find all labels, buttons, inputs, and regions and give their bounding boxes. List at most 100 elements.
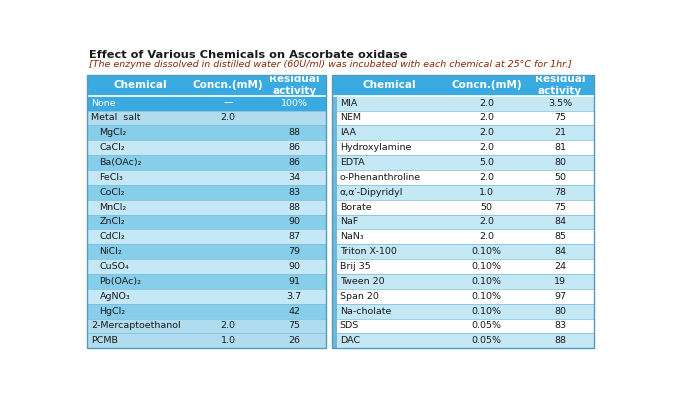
Text: CuSO₄: CuSO₄	[100, 262, 129, 271]
Bar	[87, 110, 326, 125]
Text: NEM: NEM	[340, 114, 361, 123]
Bar	[87, 140, 326, 155]
Text: 1.0: 1.0	[221, 336, 236, 345]
Text: 21: 21	[554, 128, 566, 137]
Bar	[332, 259, 594, 274]
Text: 24: 24	[554, 262, 566, 271]
Bar	[332, 333, 336, 348]
Text: Residual
activity: Residual activity	[535, 75, 586, 96]
Text: 3.7: 3.7	[287, 292, 302, 301]
Text: NiCl₂: NiCl₂	[100, 247, 122, 256]
Bar	[332, 333, 594, 348]
Text: Span 20: Span 20	[340, 292, 379, 301]
Bar	[332, 274, 336, 289]
Text: 84: 84	[554, 217, 566, 226]
Bar	[332, 125, 336, 140]
Text: 88: 88	[288, 203, 300, 211]
Text: Effect of Various Chemicals on Ascorbate oxidase: Effect of Various Chemicals on Ascorbate…	[89, 50, 407, 60]
Text: [The enzyme dissolved in distilled water (60U/ml) was incubated with each chemic: [The enzyme dissolved in distilled water…	[89, 60, 571, 69]
Text: 75: 75	[554, 114, 566, 123]
Text: PCMB: PCMB	[91, 336, 118, 345]
Bar	[87, 75, 326, 95]
Bar	[332, 110, 594, 125]
Text: 2.0: 2.0	[479, 173, 494, 182]
Text: Concn.(mM): Concn.(mM)	[451, 80, 522, 90]
Bar	[87, 289, 326, 304]
Text: 0.10%: 0.10%	[471, 247, 501, 256]
Bar	[332, 75, 594, 95]
Bar	[332, 110, 336, 125]
Text: Metal  salt: Metal salt	[91, 114, 141, 123]
Text: 3.5%: 3.5%	[548, 99, 572, 108]
Text: 34: 34	[288, 173, 300, 182]
Text: Chemical: Chemical	[363, 80, 417, 90]
Text: None: None	[91, 99, 116, 108]
Text: 80: 80	[554, 158, 566, 167]
Text: 97: 97	[554, 292, 566, 301]
Bar	[332, 215, 594, 230]
Bar	[87, 230, 326, 244]
Bar	[332, 155, 594, 170]
Bar	[87, 170, 326, 185]
Bar	[332, 244, 336, 259]
Bar	[332, 215, 336, 230]
Bar	[332, 200, 594, 215]
Text: Residual
activity: Residual activity	[269, 75, 320, 96]
Text: 2-Mercaptoethanol: 2-Mercaptoethanol	[91, 321, 181, 331]
Text: EDTA: EDTA	[340, 158, 365, 167]
Text: 0.10%: 0.10%	[471, 262, 501, 271]
Text: NaF: NaF	[340, 217, 358, 226]
Text: 86: 86	[288, 143, 300, 152]
Bar	[332, 125, 594, 140]
Text: Concn.(mM): Concn.(mM)	[193, 80, 264, 90]
Text: 0.10%: 0.10%	[471, 307, 501, 316]
Text: 1.0: 1.0	[479, 188, 494, 197]
Bar	[332, 318, 336, 333]
Bar	[332, 318, 594, 333]
Bar	[87, 200, 326, 215]
Bar	[87, 244, 326, 259]
Text: 86: 86	[288, 158, 300, 167]
Text: Tween 20: Tween 20	[340, 277, 384, 286]
Bar	[87, 75, 326, 348]
Text: 84: 84	[554, 247, 566, 256]
Text: Pb(OAc)₂: Pb(OAc)₂	[100, 277, 141, 286]
Text: 79: 79	[288, 247, 300, 256]
Bar	[332, 170, 336, 185]
Text: 50: 50	[481, 203, 493, 211]
Text: 78: 78	[554, 188, 566, 197]
Text: 90: 90	[288, 262, 300, 271]
Bar	[87, 155, 326, 170]
Bar	[332, 140, 336, 155]
Text: 0.05%: 0.05%	[471, 321, 501, 331]
Bar	[87, 318, 326, 333]
Text: 2.0: 2.0	[221, 114, 236, 123]
Text: Borate: Borate	[340, 203, 371, 211]
Text: CdCl₂: CdCl₂	[100, 232, 125, 241]
Text: AgNO₃: AgNO₃	[100, 292, 131, 301]
Bar	[332, 200, 336, 215]
Text: FeCl₃: FeCl₃	[100, 173, 124, 182]
Bar	[332, 289, 594, 304]
Text: 83: 83	[554, 321, 566, 331]
Bar	[332, 170, 594, 185]
Bar	[332, 304, 594, 318]
Text: MnCl₂: MnCl₂	[100, 203, 127, 211]
Bar	[332, 244, 594, 259]
Text: DAC: DAC	[340, 336, 360, 345]
Bar	[332, 230, 594, 244]
Text: —: —	[223, 99, 233, 108]
Text: NaN₃: NaN₃	[340, 232, 363, 241]
Text: SDS: SDS	[340, 321, 359, 331]
Bar	[87, 304, 326, 318]
Text: 0.05%: 0.05%	[471, 336, 501, 345]
Bar	[332, 155, 336, 170]
Text: 19: 19	[554, 277, 566, 286]
Text: 2.0: 2.0	[479, 99, 494, 108]
Text: 0.10%: 0.10%	[471, 277, 501, 286]
Text: Triton X-100: Triton X-100	[340, 247, 397, 256]
Text: Brij 35: Brij 35	[340, 262, 371, 271]
Text: Chemical: Chemical	[114, 80, 168, 90]
Bar	[332, 259, 336, 274]
Text: o-Phenanthroline: o-Phenanthroline	[340, 173, 421, 182]
